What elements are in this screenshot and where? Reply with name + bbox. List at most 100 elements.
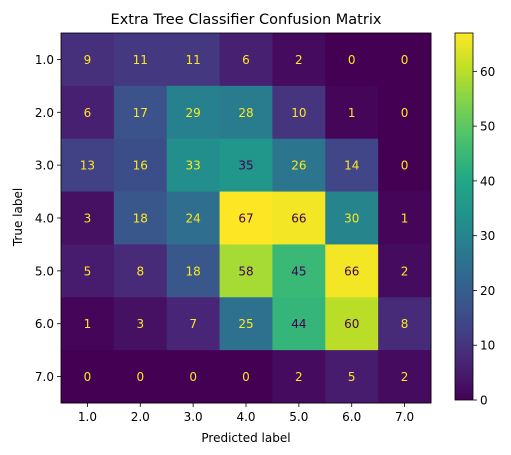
cell-value-label: 33 bbox=[186, 159, 201, 173]
cell-value-label: 10 bbox=[291, 106, 306, 120]
cell-value-label: 58 bbox=[238, 264, 253, 278]
cell-value-label: 0 bbox=[136, 370, 144, 384]
heatmap-cell bbox=[378, 297, 432, 351]
heatmap-cell bbox=[272, 33, 326, 87]
heatmap-cell bbox=[61, 297, 115, 351]
cell-value-label: 0 bbox=[242, 370, 250, 384]
cell-value-label: 0 bbox=[401, 159, 409, 173]
heatmap-cell bbox=[166, 138, 220, 192]
heatmap-cell bbox=[325, 244, 379, 298]
cell-value-label: 11 bbox=[186, 53, 201, 67]
cell-value-label: 45 bbox=[291, 264, 306, 278]
cell-value-label: 26 bbox=[291, 159, 306, 173]
colorbar-tick-label: 20 bbox=[480, 284, 495, 298]
colorbar-tick-label: 40 bbox=[480, 174, 495, 188]
cell-value-label: 2 bbox=[401, 370, 409, 384]
heatmap-cell bbox=[219, 85, 273, 140]
y-tick-label: 7.0 bbox=[35, 370, 54, 384]
heatmap-cell bbox=[219, 138, 273, 192]
heatmap-cell bbox=[113, 85, 168, 140]
cell-value-label: 3 bbox=[136, 317, 144, 331]
cell-value-label: 6 bbox=[242, 53, 250, 67]
heatmap-cell bbox=[272, 350, 326, 404]
x-axis-ticks: 1.0 2.0 3.0 4.0 5.0 6.0 7.0 bbox=[78, 403, 414, 424]
heatmap-cell bbox=[113, 138, 168, 192]
heatmap-cell bbox=[272, 244, 326, 298]
heatmap-cell bbox=[61, 350, 115, 404]
cell-value-label: 0 bbox=[189, 370, 197, 384]
y-axis-label: True label bbox=[11, 188, 25, 247]
cell-value-label: 30 bbox=[344, 212, 359, 226]
cell-value-label: 1 bbox=[348, 106, 356, 120]
y-tick-label: 2.0 bbox=[35, 106, 54, 120]
cell-value-label: 17 bbox=[133, 106, 148, 120]
cell-value-label: 9 bbox=[84, 53, 92, 67]
cell-value-label: 16 bbox=[133, 159, 148, 173]
cell-value-label: 2 bbox=[295, 370, 303, 384]
cell-value-label: 0 bbox=[401, 106, 409, 120]
cell-value-label: 13 bbox=[80, 159, 95, 173]
heatmap-cell bbox=[325, 138, 379, 192]
cell-value-label: 24 bbox=[186, 212, 201, 226]
cell-value-label: 0 bbox=[401, 53, 409, 67]
heatmap-cell bbox=[378, 33, 432, 87]
heatmap-cell bbox=[219, 191, 273, 245]
x-tick-label: 1.0 bbox=[78, 410, 97, 424]
cell-value-label: 66 bbox=[291, 212, 306, 226]
heatmap-cell bbox=[219, 33, 273, 87]
cell-value-label: 29 bbox=[186, 106, 201, 120]
cell-value-label: 8 bbox=[401, 317, 409, 331]
y-axis-ticks: 1.0 2.0 3.0 4.0 5.0 6.0 7.0 bbox=[35, 53, 61, 384]
heatmap-cell bbox=[113, 297, 168, 351]
heatmap-cell bbox=[166, 191, 220, 245]
cell-value-label: 1 bbox=[84, 317, 92, 331]
cell-value-label: 3 bbox=[84, 212, 92, 226]
heatmap-cell bbox=[61, 244, 115, 298]
cell-value-label: 7 bbox=[189, 317, 197, 331]
heatmap-cell bbox=[113, 33, 168, 87]
cell-value-label: 0 bbox=[348, 53, 356, 67]
heatmap-cell bbox=[166, 350, 220, 404]
heatmap-cell bbox=[378, 138, 432, 192]
y-tick-label: 5.0 bbox=[35, 264, 54, 278]
x-tick-label: 3.0 bbox=[184, 410, 203, 424]
heatmap-cell bbox=[325, 191, 379, 245]
heatmap-cell bbox=[325, 350, 379, 404]
heatmap-cell bbox=[325, 33, 379, 87]
y-tick-label: 1.0 bbox=[35, 53, 54, 67]
cell-value-label: 28 bbox=[238, 106, 253, 120]
cell-value-label: 35 bbox=[238, 159, 253, 173]
heatmap-cell bbox=[325, 297, 379, 351]
heatmap-cell bbox=[61, 191, 115, 245]
cell-value-label: 60 bbox=[344, 317, 359, 331]
cell-value-label: 25 bbox=[238, 317, 253, 331]
x-tick-label: 7.0 bbox=[395, 410, 414, 424]
x-tick-label: 2.0 bbox=[131, 410, 150, 424]
heatmap-cell bbox=[113, 350, 168, 404]
y-tick-label: 3.0 bbox=[35, 159, 54, 173]
cell-value-label: 18 bbox=[186, 264, 201, 278]
heatmap-cell bbox=[378, 191, 432, 245]
cell-value-label: 18 bbox=[133, 212, 148, 226]
cell-value-label: 5 bbox=[84, 264, 92, 278]
cell-value-label: 2 bbox=[401, 264, 409, 278]
cell-value-label: 11 bbox=[133, 53, 148, 67]
heatmap-cell bbox=[219, 244, 273, 298]
y-tick-label: 6.0 bbox=[35, 317, 54, 331]
cell-value-label: 67 bbox=[238, 212, 253, 226]
colorbar-tick-label: 30 bbox=[480, 229, 495, 243]
heatmap-cell bbox=[378, 85, 432, 140]
heatmap-cell bbox=[166, 85, 220, 140]
cell-value-label: 14 bbox=[344, 159, 359, 173]
colorbar-scale bbox=[454, 32, 474, 401]
cell-value-label: 0 bbox=[84, 370, 92, 384]
heatmap-cell bbox=[166, 33, 220, 87]
heatmap-cell bbox=[113, 191, 168, 245]
cell-value-label: 6 bbox=[84, 106, 92, 120]
heatmap-cell bbox=[272, 297, 326, 351]
heatmap-cell bbox=[61, 33, 115, 87]
heatmap-cell bbox=[166, 244, 220, 298]
cell-value-label: 1 bbox=[401, 212, 409, 226]
